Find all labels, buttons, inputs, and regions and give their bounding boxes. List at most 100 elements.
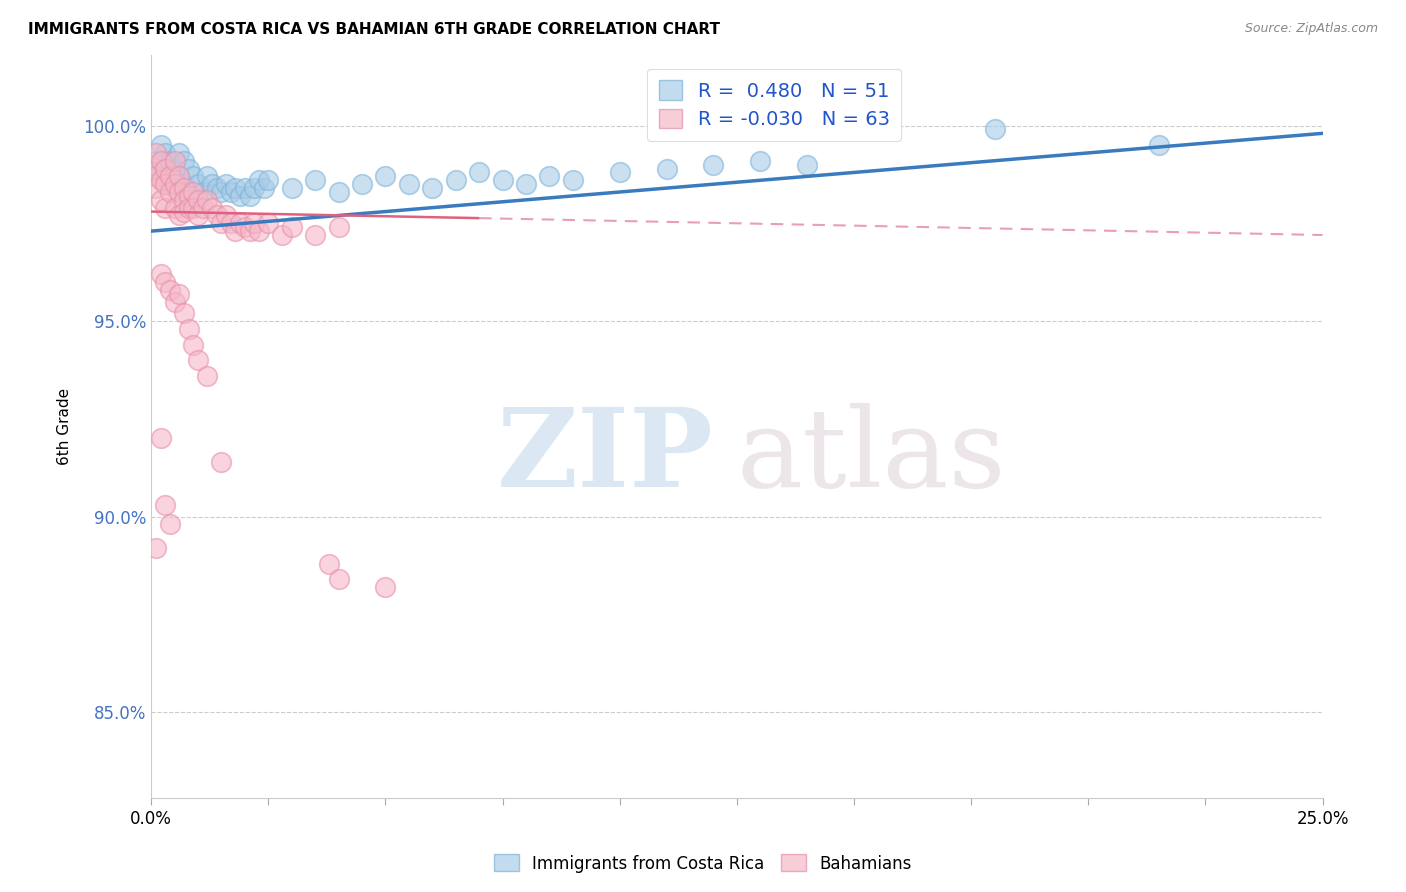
- Point: [205, 181, 228, 195]
- Point: [195, 169, 218, 184]
- Point: [243, 216, 266, 230]
- Point: [169, 145, 191, 160]
- Point: [201, 201, 224, 215]
- Point: [145, 181, 167, 195]
- Point: [247, 224, 270, 238]
- Legend: R =  0.480   N = 51, R = -0.030   N = 63: R = 0.480 N = 51, R = -0.030 N = 63: [647, 69, 901, 141]
- Text: Source: ZipAtlas.com: Source: ZipAtlas.com: [1244, 22, 1378, 36]
- Point: [561, 173, 583, 187]
- Point: [169, 169, 191, 184]
- Point: [159, 185, 181, 199]
- Point: [145, 169, 167, 184]
- Point: [145, 145, 167, 160]
- Point: [205, 209, 228, 223]
- Point: [444, 173, 467, 187]
- Point: [201, 177, 224, 191]
- Point: [224, 224, 246, 238]
- Point: [187, 193, 209, 207]
- Point: [420, 181, 443, 195]
- Point: [257, 216, 280, 230]
- Point: [159, 283, 181, 297]
- Point: [173, 177, 195, 191]
- Point: [328, 220, 350, 235]
- Point: [209, 216, 232, 230]
- Point: [328, 572, 350, 586]
- Point: [749, 153, 772, 168]
- Point: [209, 455, 232, 469]
- Point: [155, 161, 177, 176]
- Point: [159, 517, 181, 532]
- Legend: Immigrants from Costa Rica, Bahamians: Immigrants from Costa Rica, Bahamians: [488, 847, 918, 880]
- Point: [145, 153, 167, 168]
- Point: [149, 267, 172, 281]
- Point: [145, 541, 167, 555]
- Point: [155, 177, 177, 191]
- Point: [177, 189, 200, 203]
- Point: [177, 322, 200, 336]
- Point: [252, 181, 274, 195]
- Point: [163, 177, 186, 191]
- Point: [173, 306, 195, 320]
- Point: [163, 201, 186, 215]
- Point: [280, 220, 302, 235]
- Point: [177, 161, 200, 176]
- Point: [538, 169, 561, 184]
- Point: [149, 193, 172, 207]
- Point: [209, 185, 232, 199]
- Point: [191, 185, 214, 199]
- Point: [187, 209, 209, 223]
- Point: [155, 201, 177, 215]
- Point: [195, 368, 218, 383]
- Point: [149, 173, 172, 187]
- Point: [149, 153, 172, 168]
- Point: [257, 173, 280, 187]
- Point: [350, 177, 373, 191]
- Point: [238, 189, 260, 203]
- Point: [155, 173, 177, 187]
- Point: [163, 153, 186, 168]
- Point: [491, 173, 513, 187]
- Point: [169, 209, 191, 223]
- Point: [247, 173, 270, 187]
- Point: [141, 158, 163, 172]
- Point: [374, 580, 396, 594]
- Point: [398, 177, 420, 191]
- Point: [187, 177, 209, 191]
- Point: [169, 185, 191, 199]
- Point: [238, 224, 260, 238]
- Point: [181, 185, 204, 199]
- Point: [155, 145, 177, 160]
- Point: [149, 138, 172, 153]
- Point: [229, 216, 252, 230]
- Point: [229, 189, 252, 203]
- Point: [328, 185, 350, 199]
- Point: [163, 294, 186, 309]
- Point: [233, 181, 256, 195]
- Point: [702, 158, 724, 172]
- Point: [173, 204, 195, 219]
- Point: [304, 173, 326, 187]
- Point: [173, 153, 195, 168]
- Point: [181, 337, 204, 351]
- Point: [181, 201, 204, 215]
- Point: [304, 227, 326, 242]
- Point: [169, 169, 191, 184]
- Point: [173, 181, 195, 195]
- Point: [159, 153, 181, 168]
- Point: [169, 286, 191, 301]
- Point: [374, 169, 396, 184]
- Text: ZIP: ZIP: [496, 403, 713, 510]
- Point: [243, 181, 266, 195]
- Point: [149, 165, 172, 179]
- Point: [155, 498, 177, 512]
- Point: [159, 169, 181, 184]
- Point: [215, 177, 238, 191]
- Point: [1147, 138, 1170, 153]
- Point: [195, 193, 218, 207]
- Point: [219, 216, 242, 230]
- Point: [796, 158, 818, 172]
- Point: [655, 161, 678, 176]
- Y-axis label: 6th Grade: 6th Grade: [58, 388, 72, 466]
- Point: [191, 201, 214, 215]
- Point: [177, 201, 200, 215]
